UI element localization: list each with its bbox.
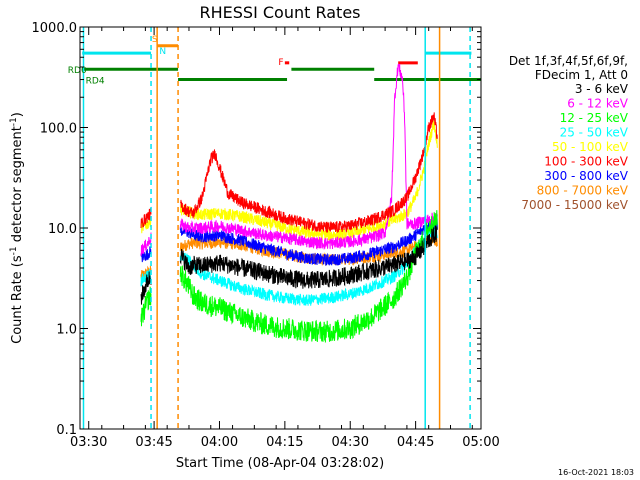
interval-lines bbox=[82, 27, 471, 429]
legend-entry-1: 6 - 12 keV bbox=[567, 97, 629, 111]
y-tick-label-3: 100.0 bbox=[40, 122, 77, 137]
legend-entry-4: 50 - 100 keV bbox=[552, 140, 629, 154]
legend-entry-2: 12 - 25 keV bbox=[560, 111, 629, 125]
chart-title: RHESSI Count Rates bbox=[200, 3, 361, 22]
y-axis-label-end: ) bbox=[10, 112, 25, 117]
flag-label-3: RD0 bbox=[68, 66, 87, 76]
series-line-1 bbox=[140, 63, 438, 256]
legend-entry-7: 800 - 7000 keV bbox=[537, 184, 629, 198]
legend-header-line-2: FDecim 1, Att 0 bbox=[535, 68, 628, 82]
series-line-5 bbox=[140, 112, 438, 234]
series-line-0 bbox=[140, 225, 438, 305]
series-line-2 bbox=[140, 210, 438, 343]
x-axis-label: Start Time (08-Apr-04 03:28:02) bbox=[176, 456, 384, 471]
legend-entry-5: 100 - 300 keV bbox=[544, 155, 628, 169]
series-line-6 bbox=[140, 218, 438, 266]
y-tick-label-0: 0.1 bbox=[56, 423, 77, 438]
legend-header-line-1: Det 1f,3f,4f,5f,6f,9f, bbox=[509, 54, 628, 68]
x-tick-label-1: 03:45 bbox=[135, 435, 172, 450]
x-tick-label-0: 03:30 bbox=[70, 435, 107, 450]
x-axis-ticks: 03:30 03:45 04:00 04:15 04:30 04:45 05:00 bbox=[70, 27, 500, 450]
y-tick-label-4: 1000.0 bbox=[32, 21, 78, 36]
y-axis-label: Count Rate (s-1 detector segment-1) bbox=[9, 112, 25, 344]
legend-entry-8: 7000 - 15000 keV bbox=[521, 198, 628, 212]
flag-label-4: RD4 bbox=[86, 77, 105, 87]
x-tick-label-4: 04:30 bbox=[332, 435, 369, 450]
y-axis-label-main: Count Rate (s bbox=[10, 255, 25, 344]
legend-entry-6: 300 - 800 keV bbox=[544, 169, 628, 183]
y-axis-label-sup1: -1 bbox=[9, 246, 19, 255]
y-axis-ticks: 0.1 1.0 10.0 100.0 1000.0 bbox=[32, 21, 481, 438]
series-lines bbox=[140, 63, 438, 343]
x-tick-label-6: 05:00 bbox=[462, 435, 499, 450]
x-tick-label-2: 04:00 bbox=[201, 435, 238, 450]
x-tick-label-5: 04:45 bbox=[397, 435, 434, 450]
legend-entry-3: 25 - 50 keV bbox=[560, 126, 629, 140]
flag-label-2: F bbox=[278, 58, 283, 68]
footer-timestamp: 16-Oct-2021 18:03 bbox=[558, 468, 634, 477]
y-tick-label-2: 10.0 bbox=[48, 222, 77, 237]
y-axis-label-sup2: -1 bbox=[9, 117, 19, 126]
legend-entry-0: 3 - 6 keV bbox=[575, 82, 629, 96]
flag-label-1: N bbox=[159, 47, 166, 57]
x-tick-label-3: 04:15 bbox=[266, 435, 303, 450]
y-tick-label-1: 1.0 bbox=[56, 323, 77, 338]
y-axis-label-mid: detector segment bbox=[10, 126, 25, 246]
flag-bars bbox=[82, 44, 481, 82]
flag-label-0: S bbox=[152, 35, 158, 45]
